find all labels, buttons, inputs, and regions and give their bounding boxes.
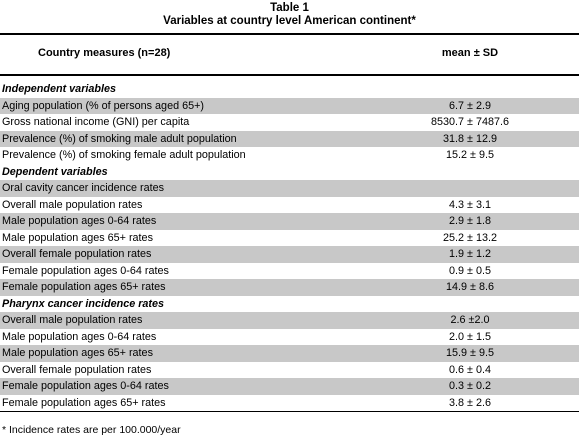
row-label: Male population ages 0-64 rates <box>2 215 157 227</box>
bottom-rule <box>0 411 579 412</box>
column-header-country-measures: Country measures (n=28) <box>38 47 171 59</box>
table-row: Female population ages 65+ rates 3.8 ± 2.… <box>0 395 579 412</box>
row-value: 31.8 ± 12.9 <box>443 132 497 145</box>
row-label: Pharynx cancer incidence rates <box>2 297 165 310</box>
table-row: Aging population (% of persons aged 65+)… <box>0 97 579 114</box>
row-label: Female population ages 65+ rates <box>2 281 166 293</box>
row-label: Male population ages 65+ rates <box>2 231 153 244</box>
row-label: Oral cavity cancer incidence rates <box>2 182 165 194</box>
table-body: Independent variables Aging population (%… <box>0 81 579 411</box>
column-header-mean-sd: mean ± SD <box>441 47 499 59</box>
section-header-row: Dependent variables <box>0 164 579 181</box>
row-label: Prevalence (%) of smoking male adult pop… <box>2 132 237 145</box>
row-value: 4.3 ± 3.1 <box>449 198 491 211</box>
row-value: 2.0 ± 1.5 <box>449 330 491 343</box>
row-label: Prevalence (%) of smoking female adult p… <box>2 149 246 161</box>
section-header-row: Pharynx cancer incidence rates <box>0 296 579 313</box>
table-row: Overall female population rates 1.9 ± 1.2 <box>0 246 579 263</box>
table-title-block: Table 1 Variables at country level Ameri… <box>0 2 579 28</box>
table-row: Male population ages 0-64 rates 2.0 ± 1.5 <box>0 329 579 346</box>
row-value: 0.3 ± 0.2 <box>449 380 491 392</box>
table-row: Oral cavity cancer incidence rates <box>0 180 579 197</box>
table-footnote: * Incidence rates are per 100.000/year <box>2 424 181 436</box>
table-row: Overall female population rates 0.6 ± 0.4 <box>0 362 579 379</box>
row-label: Overall male population rates <box>2 198 143 211</box>
table-row: Female population ages 0-64 rates 0.9 ± 0… <box>0 263 579 280</box>
table-row: Prevalence (%) of smoking female adult p… <box>0 147 579 164</box>
table-number: Table 1 <box>270 2 309 14</box>
row-value: 2.6 ±2.0 <box>450 314 490 326</box>
row-value: 1.9 ± 1.2 <box>449 248 491 260</box>
row-label: Female population ages 0-64 rates <box>2 380 169 392</box>
table-row: Prevalence (%) of smoking male adult pop… <box>0 130 579 147</box>
row-value: 25.2 ± 13.2 <box>443 231 497 244</box>
row-value: 6.7 ± 2.9 <box>449 99 491 112</box>
row-value: 2.9 ± 1.8 <box>449 215 491 227</box>
section-header-row: Independent variables <box>0 81 579 98</box>
table-row: Overall male population rates 4.3 ± 3.1 <box>0 197 579 214</box>
row-label: Male population ages 65+ rates <box>2 347 153 359</box>
table-row: Female population ages 0-64 rates 0.3 ± 0… <box>0 378 579 395</box>
row-value: 15.9 ± 9.5 <box>446 347 494 359</box>
row-value: 3.8 ± 2.6 <box>449 396 491 409</box>
row-value: 8530.7 ± 7487.6 <box>431 116 509 128</box>
row-label: Overall male population rates <box>2 314 143 326</box>
row-value: 15.2 ± 9.5 <box>446 149 494 161</box>
table-caption: Variables at country level American cont… <box>163 15 416 27</box>
row-label: Overall female population rates <box>2 248 152 260</box>
header-rule <box>0 74 579 76</box>
row-label: Female population ages 65+ rates <box>2 396 166 409</box>
row-label: Independent variables <box>2 83 116 95</box>
table-row: Male population ages 65+ rates 15.9 ± 9.5 <box>0 345 579 362</box>
row-value: 0.9 ± 0.5 <box>449 264 491 277</box>
row-label: Dependent variables <box>2 165 108 178</box>
row-value: 0.6 ± 0.4 <box>449 363 491 376</box>
row-label: Female population ages 0-64 rates <box>2 264 169 277</box>
table-row: Male population ages 65+ rates 25.2 ± 13.… <box>0 230 579 247</box>
table-row: Overall male population rates 2.6 ±2.0 <box>0 312 579 329</box>
table-row: Female population ages 65+ rates 14.9 ± 8… <box>0 279 579 296</box>
row-label: Overall female population rates <box>2 363 152 376</box>
table-row: Male population ages 0-64 rates 2.9 ± 1.8 <box>0 213 579 230</box>
table-row: Gross national income (GNI) per capita 85… <box>0 114 579 131</box>
row-label: Aging population (% of persons aged 65+) <box>2 99 204 112</box>
top-rule <box>0 33 579 35</box>
row-value: 14.9 ± 8.6 <box>446 281 494 293</box>
row-label: Gross national income (GNI) per capita <box>2 116 190 128</box>
row-label: Male population ages 0-64 rates <box>2 330 157 343</box>
